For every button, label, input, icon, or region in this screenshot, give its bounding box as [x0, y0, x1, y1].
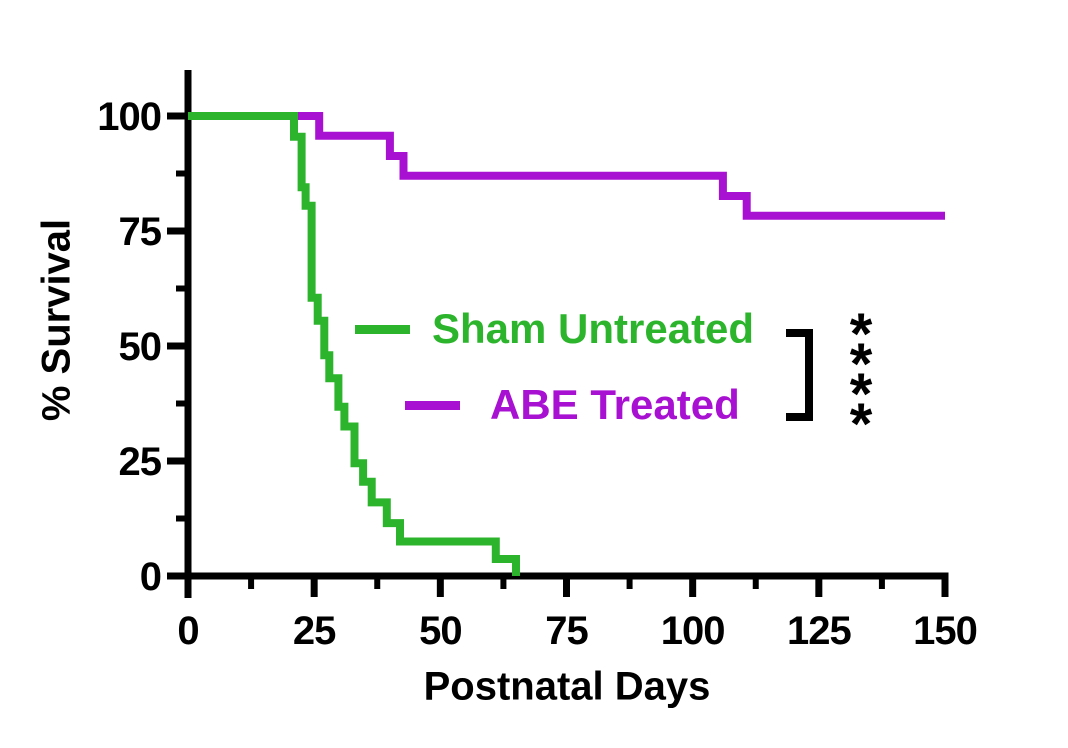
- significance-star: *: [849, 302, 873, 367]
- y-tick-label: 0: [140, 555, 161, 599]
- significance-star: *: [849, 362, 873, 427]
- significance-bracket: [786, 329, 813, 421]
- x-tick-label: 25: [293, 609, 336, 653]
- survival-curve-sham-untreated: [188, 112, 520, 576]
- x-tick-label: 50: [419, 609, 462, 653]
- y-tick-label: 25: [119, 440, 162, 484]
- y-axis-title: % Survival: [34, 218, 79, 422]
- y-tick-label: 50: [119, 325, 162, 369]
- legend-label-sham: Sham Untreated: [432, 305, 755, 352]
- y-tick-label: 100: [97, 95, 161, 139]
- x-axis-title: Postnatal Days: [423, 664, 711, 709]
- significance-stars: * * * *: [842, 302, 880, 457]
- y-tick-label: 75: [119, 210, 162, 254]
- x-tick-label: 100: [661, 609, 725, 653]
- x-tick-label: 75: [545, 609, 588, 653]
- x-tick-label: 0: [177, 609, 198, 653]
- significance-star: *: [849, 332, 873, 397]
- x-tick-label: 150: [913, 609, 977, 653]
- abe-line-swatch: [405, 400, 460, 410]
- x-tick-label: 125: [787, 609, 851, 653]
- sham-line-swatch: [355, 324, 410, 334]
- survival-curve-abe-treated: [188, 112, 945, 220]
- legend-item-abe-treated: ABE Treated: [405, 382, 740, 428]
- legend-item-sham-untreated: Sham Untreated: [355, 306, 754, 352]
- significance-star: *: [849, 392, 873, 457]
- legend-label-abe: ABE Treated: [490, 381, 740, 428]
